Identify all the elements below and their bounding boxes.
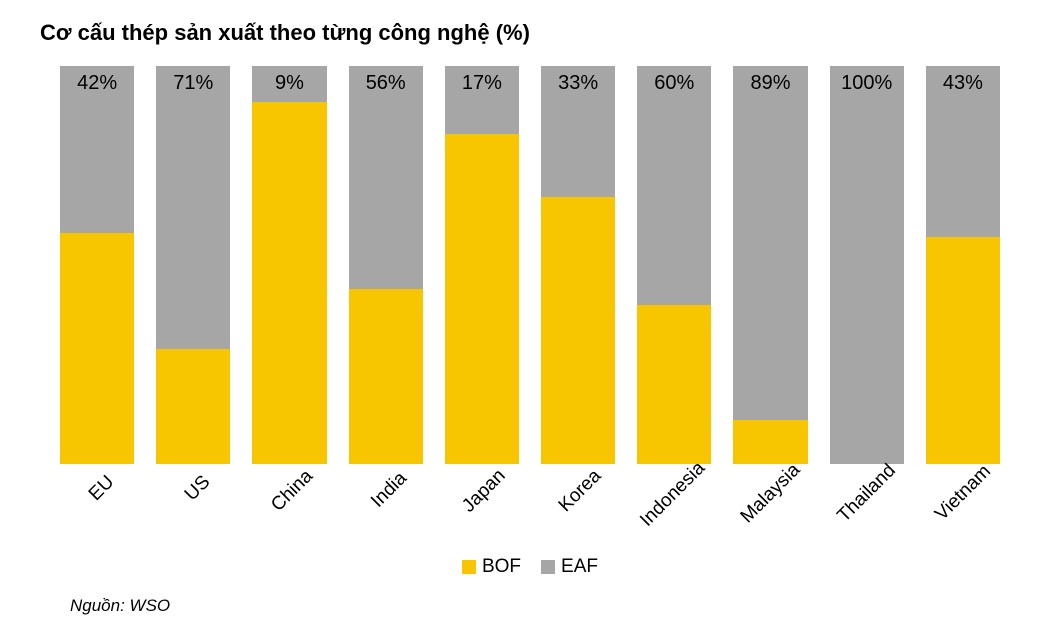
bar-value-label: 43% bbox=[943, 72, 983, 95]
x-axis-label: EU bbox=[85, 471, 119, 505]
segment-bof bbox=[349, 289, 423, 464]
bar-value-label: 71% bbox=[173, 72, 213, 95]
x-axis-label: India bbox=[367, 468, 412, 513]
chart-legend: BOF EAF bbox=[60, 556, 1000, 578]
x-axis-label: Malaysia bbox=[736, 459, 805, 528]
segment-eaf: 33% bbox=[541, 66, 615, 197]
chart-source: Nguồn: WSO bbox=[70, 596, 999, 616]
segment-eaf: 9% bbox=[252, 66, 326, 102]
bar-value-label: 89% bbox=[751, 72, 791, 95]
bar-indonesia: 60% bbox=[637, 66, 711, 464]
segment-bof bbox=[252, 102, 326, 464]
bar-value-label: 33% bbox=[558, 72, 598, 95]
bar-india: 56% bbox=[349, 66, 423, 464]
x-axis-label: Vietnam bbox=[931, 461, 996, 526]
segment-eaf: 89% bbox=[733, 66, 807, 420]
bar-eu: 42% bbox=[60, 66, 134, 464]
bar-value-label: 60% bbox=[654, 72, 694, 95]
bar-value-label: 56% bbox=[366, 72, 406, 95]
segment-bof bbox=[733, 420, 807, 464]
x-axis-label: Thailand bbox=[833, 460, 900, 527]
segment-eaf: 42% bbox=[60, 66, 134, 233]
segment-eaf: 60% bbox=[637, 66, 711, 305]
bar-korea: 33% bbox=[541, 66, 615, 464]
bar-thailand: 100% bbox=[830, 66, 904, 464]
bar-us: 71% bbox=[156, 66, 230, 464]
segment-bof bbox=[156, 349, 230, 464]
bar-value-label: 9% bbox=[275, 72, 304, 95]
bar-china: 9% bbox=[252, 66, 326, 464]
legend-swatch bbox=[541, 560, 555, 574]
legend-item-bof: BOF bbox=[462, 556, 521, 578]
x-axis-label: Japan bbox=[458, 465, 510, 517]
chart-title: Cơ cấu thép sản xuất theo từng công nghệ… bbox=[40, 20, 999, 46]
segment-eaf: 17% bbox=[445, 66, 519, 134]
chart-x-axis-labels: EUUSChinaIndiaJapanKoreaIndonesiaMalaysi… bbox=[60, 466, 1000, 556]
x-axis-label: Indonesia bbox=[636, 458, 710, 532]
bar-malaysia: 89% bbox=[733, 66, 807, 464]
x-axis-label: US bbox=[181, 471, 215, 505]
bar-japan: 17% bbox=[445, 66, 519, 464]
x-axis-label: China bbox=[267, 466, 318, 517]
legend-label: BOF bbox=[482, 556, 521, 578]
legend-item-eaf: EAF bbox=[541, 556, 598, 578]
segment-bof bbox=[445, 134, 519, 464]
segment-bof bbox=[60, 233, 134, 464]
segment-eaf: 56% bbox=[349, 66, 423, 289]
legend-swatch bbox=[462, 560, 476, 574]
chart-plot-area: 42% 71% 9% 56% 17% 33% 60% 89% 100% 43% bbox=[60, 66, 1000, 466]
x-axis-label: Korea bbox=[555, 465, 606, 516]
segment-eaf: 43% bbox=[926, 66, 1000, 237]
segment-bof bbox=[541, 197, 615, 464]
bar-value-label: 100% bbox=[841, 72, 892, 95]
segment-bof bbox=[637, 305, 711, 464]
bar-value-label: 42% bbox=[77, 72, 117, 95]
bar-vietnam: 43% bbox=[926, 66, 1000, 464]
segment-bof bbox=[926, 237, 1000, 464]
bar-value-label: 17% bbox=[462, 72, 502, 95]
segment-eaf: 100% bbox=[830, 66, 904, 464]
segment-eaf: 71% bbox=[156, 66, 230, 349]
legend-label: EAF bbox=[561, 556, 598, 578]
